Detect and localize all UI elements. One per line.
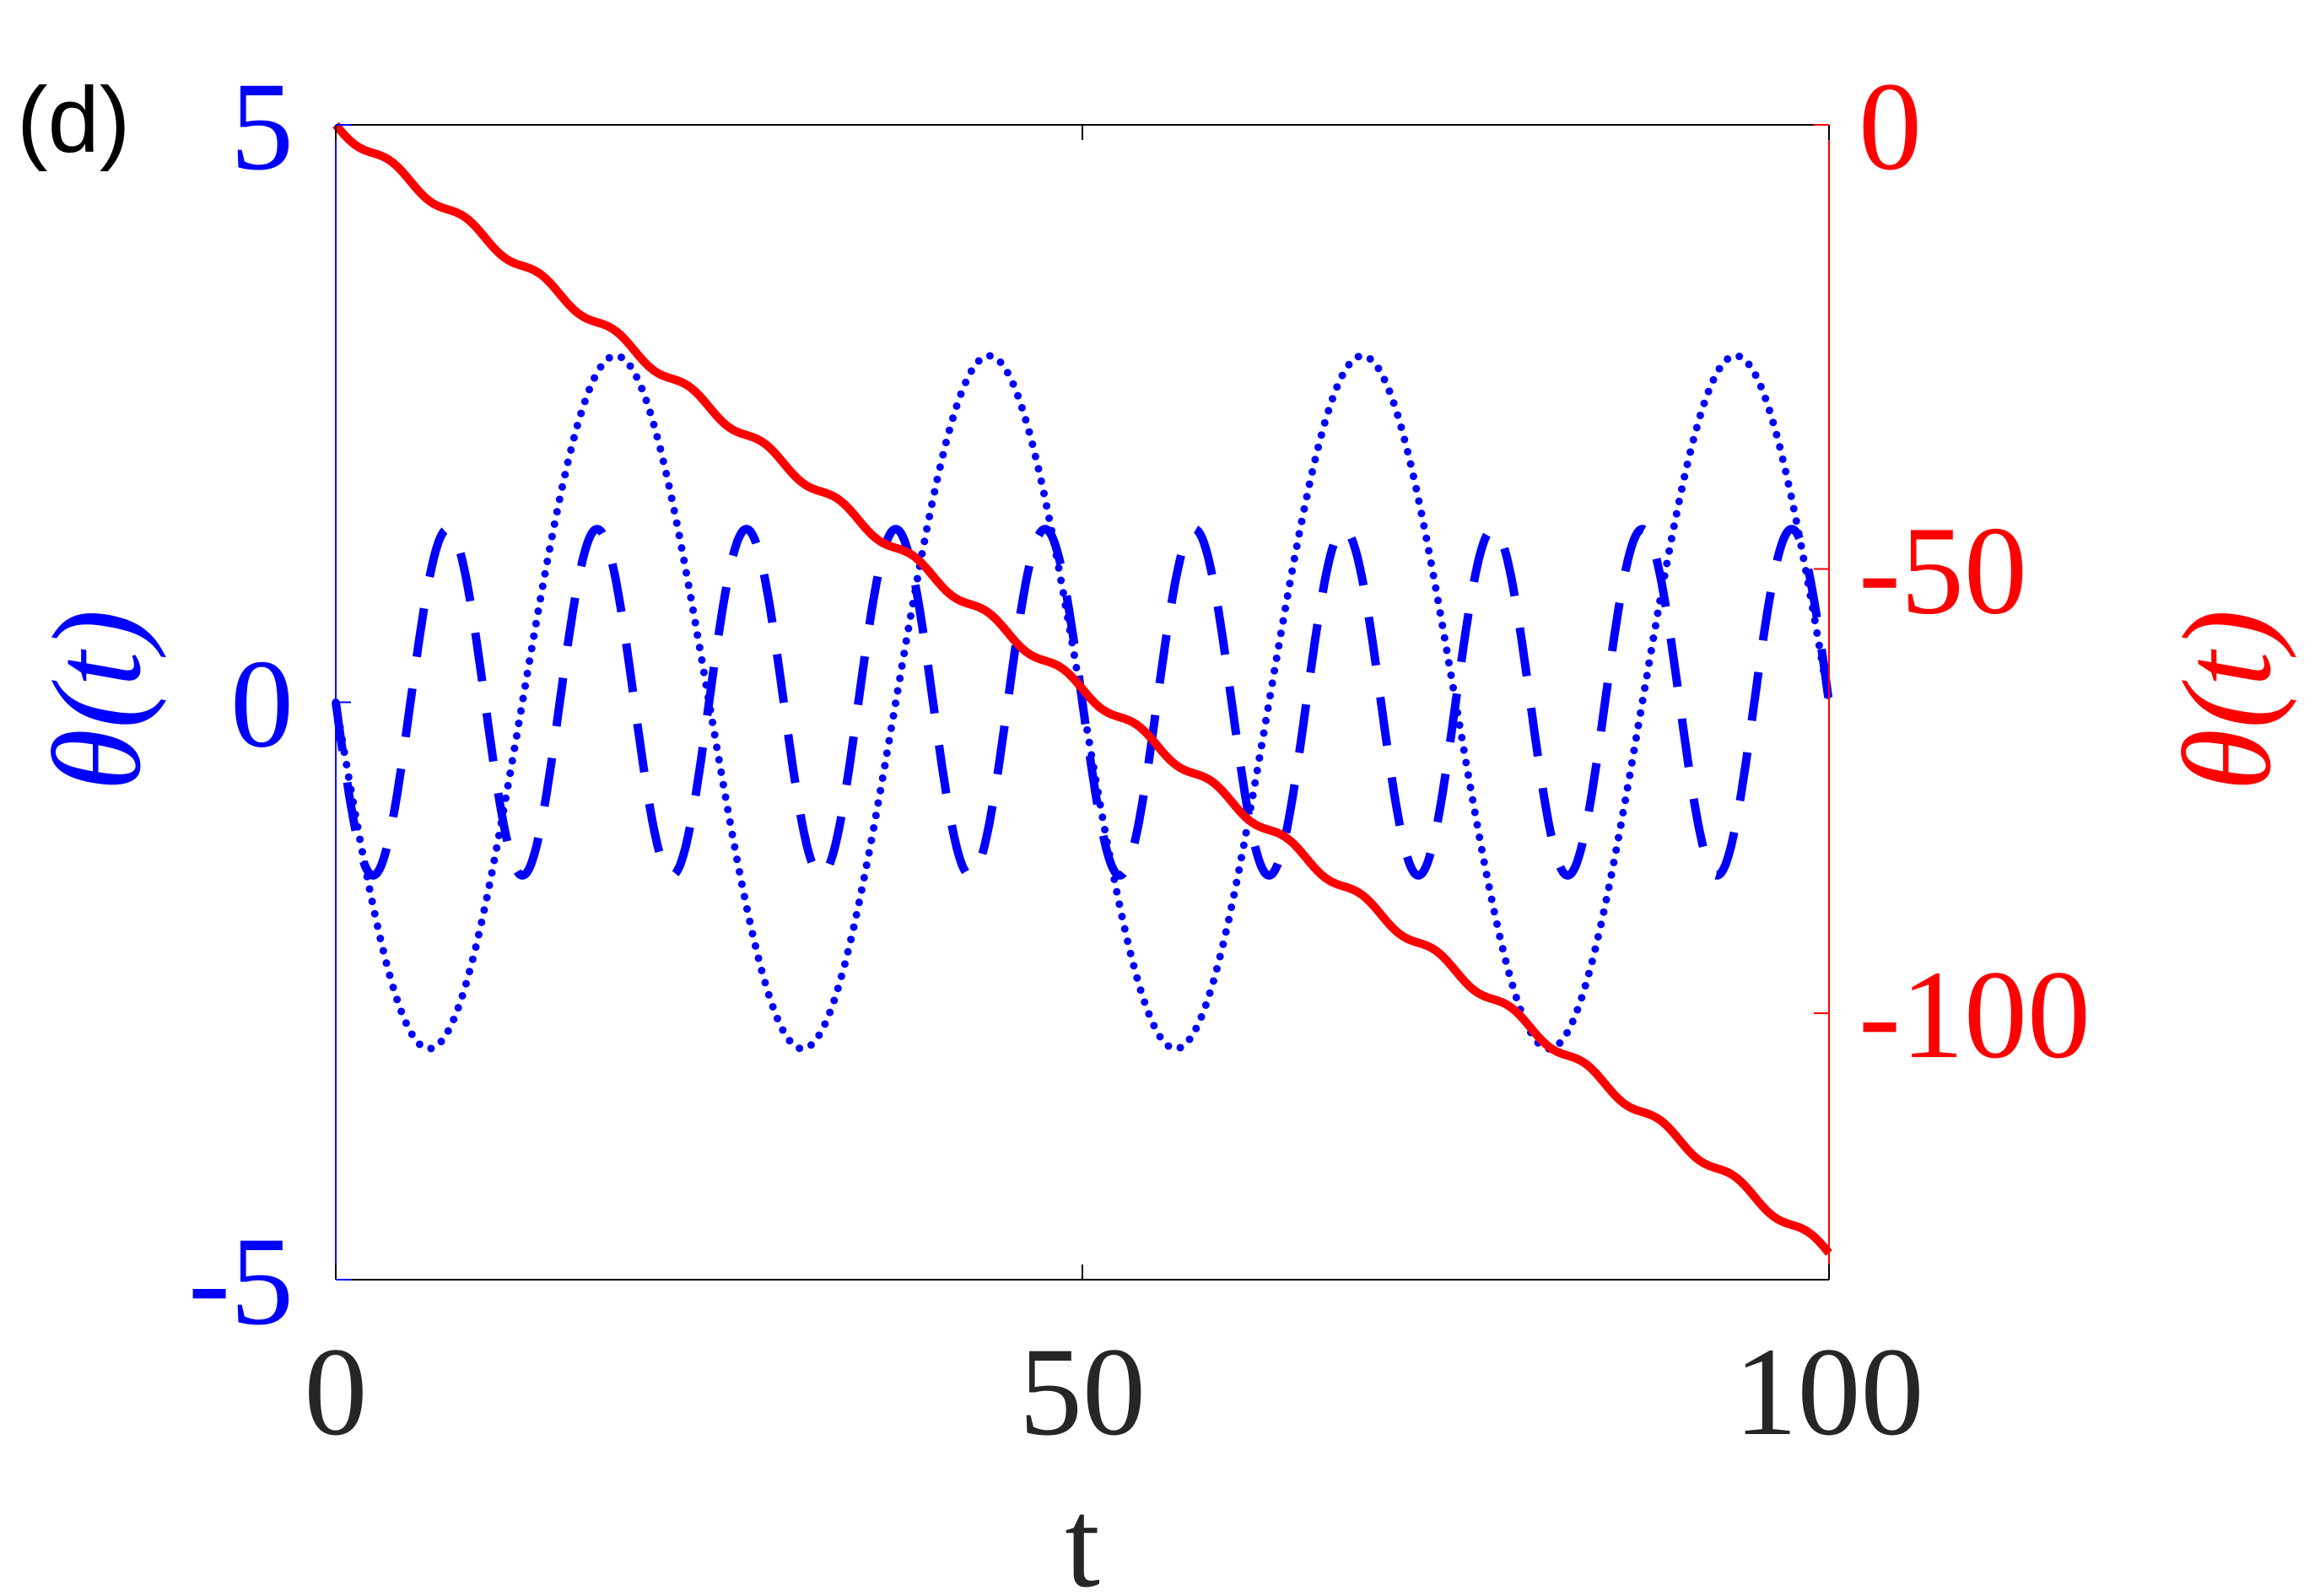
left-y-tick-label: 0 — [230, 634, 294, 774]
series-solid-line — [332, 121, 1832, 1256]
panel-label: (d) — [17, 68, 130, 172]
x-tick-label: 100 — [1735, 1322, 1924, 1462]
x-tick-label: 50 — [1019, 1322, 1146, 1462]
axes-layer: 0 50 100-505-100-500 — [188, 57, 2091, 1462]
left-y-tick-label: 5 — [230, 57, 294, 197]
series-dashed-line — [332, 525, 1833, 880]
x-axis-label: t — [1065, 1474, 1100, 1596]
left-y-axis-label: θ(t) — [27, 609, 167, 790]
right-y-tick-label: 0 — [1859, 57, 1922, 197]
x-tick-label: 0 — [305, 1322, 368, 1462]
right-y-tick-label: -50 — [1859, 501, 2027, 641]
series-layer — [332, 121, 1833, 1256]
right-y-tick-label: -100 — [1859, 945, 2091, 1085]
left-y-tick-label: -5 — [188, 1211, 294, 1351]
right-y-axis-label: θ(t) — [2157, 609, 2297, 790]
